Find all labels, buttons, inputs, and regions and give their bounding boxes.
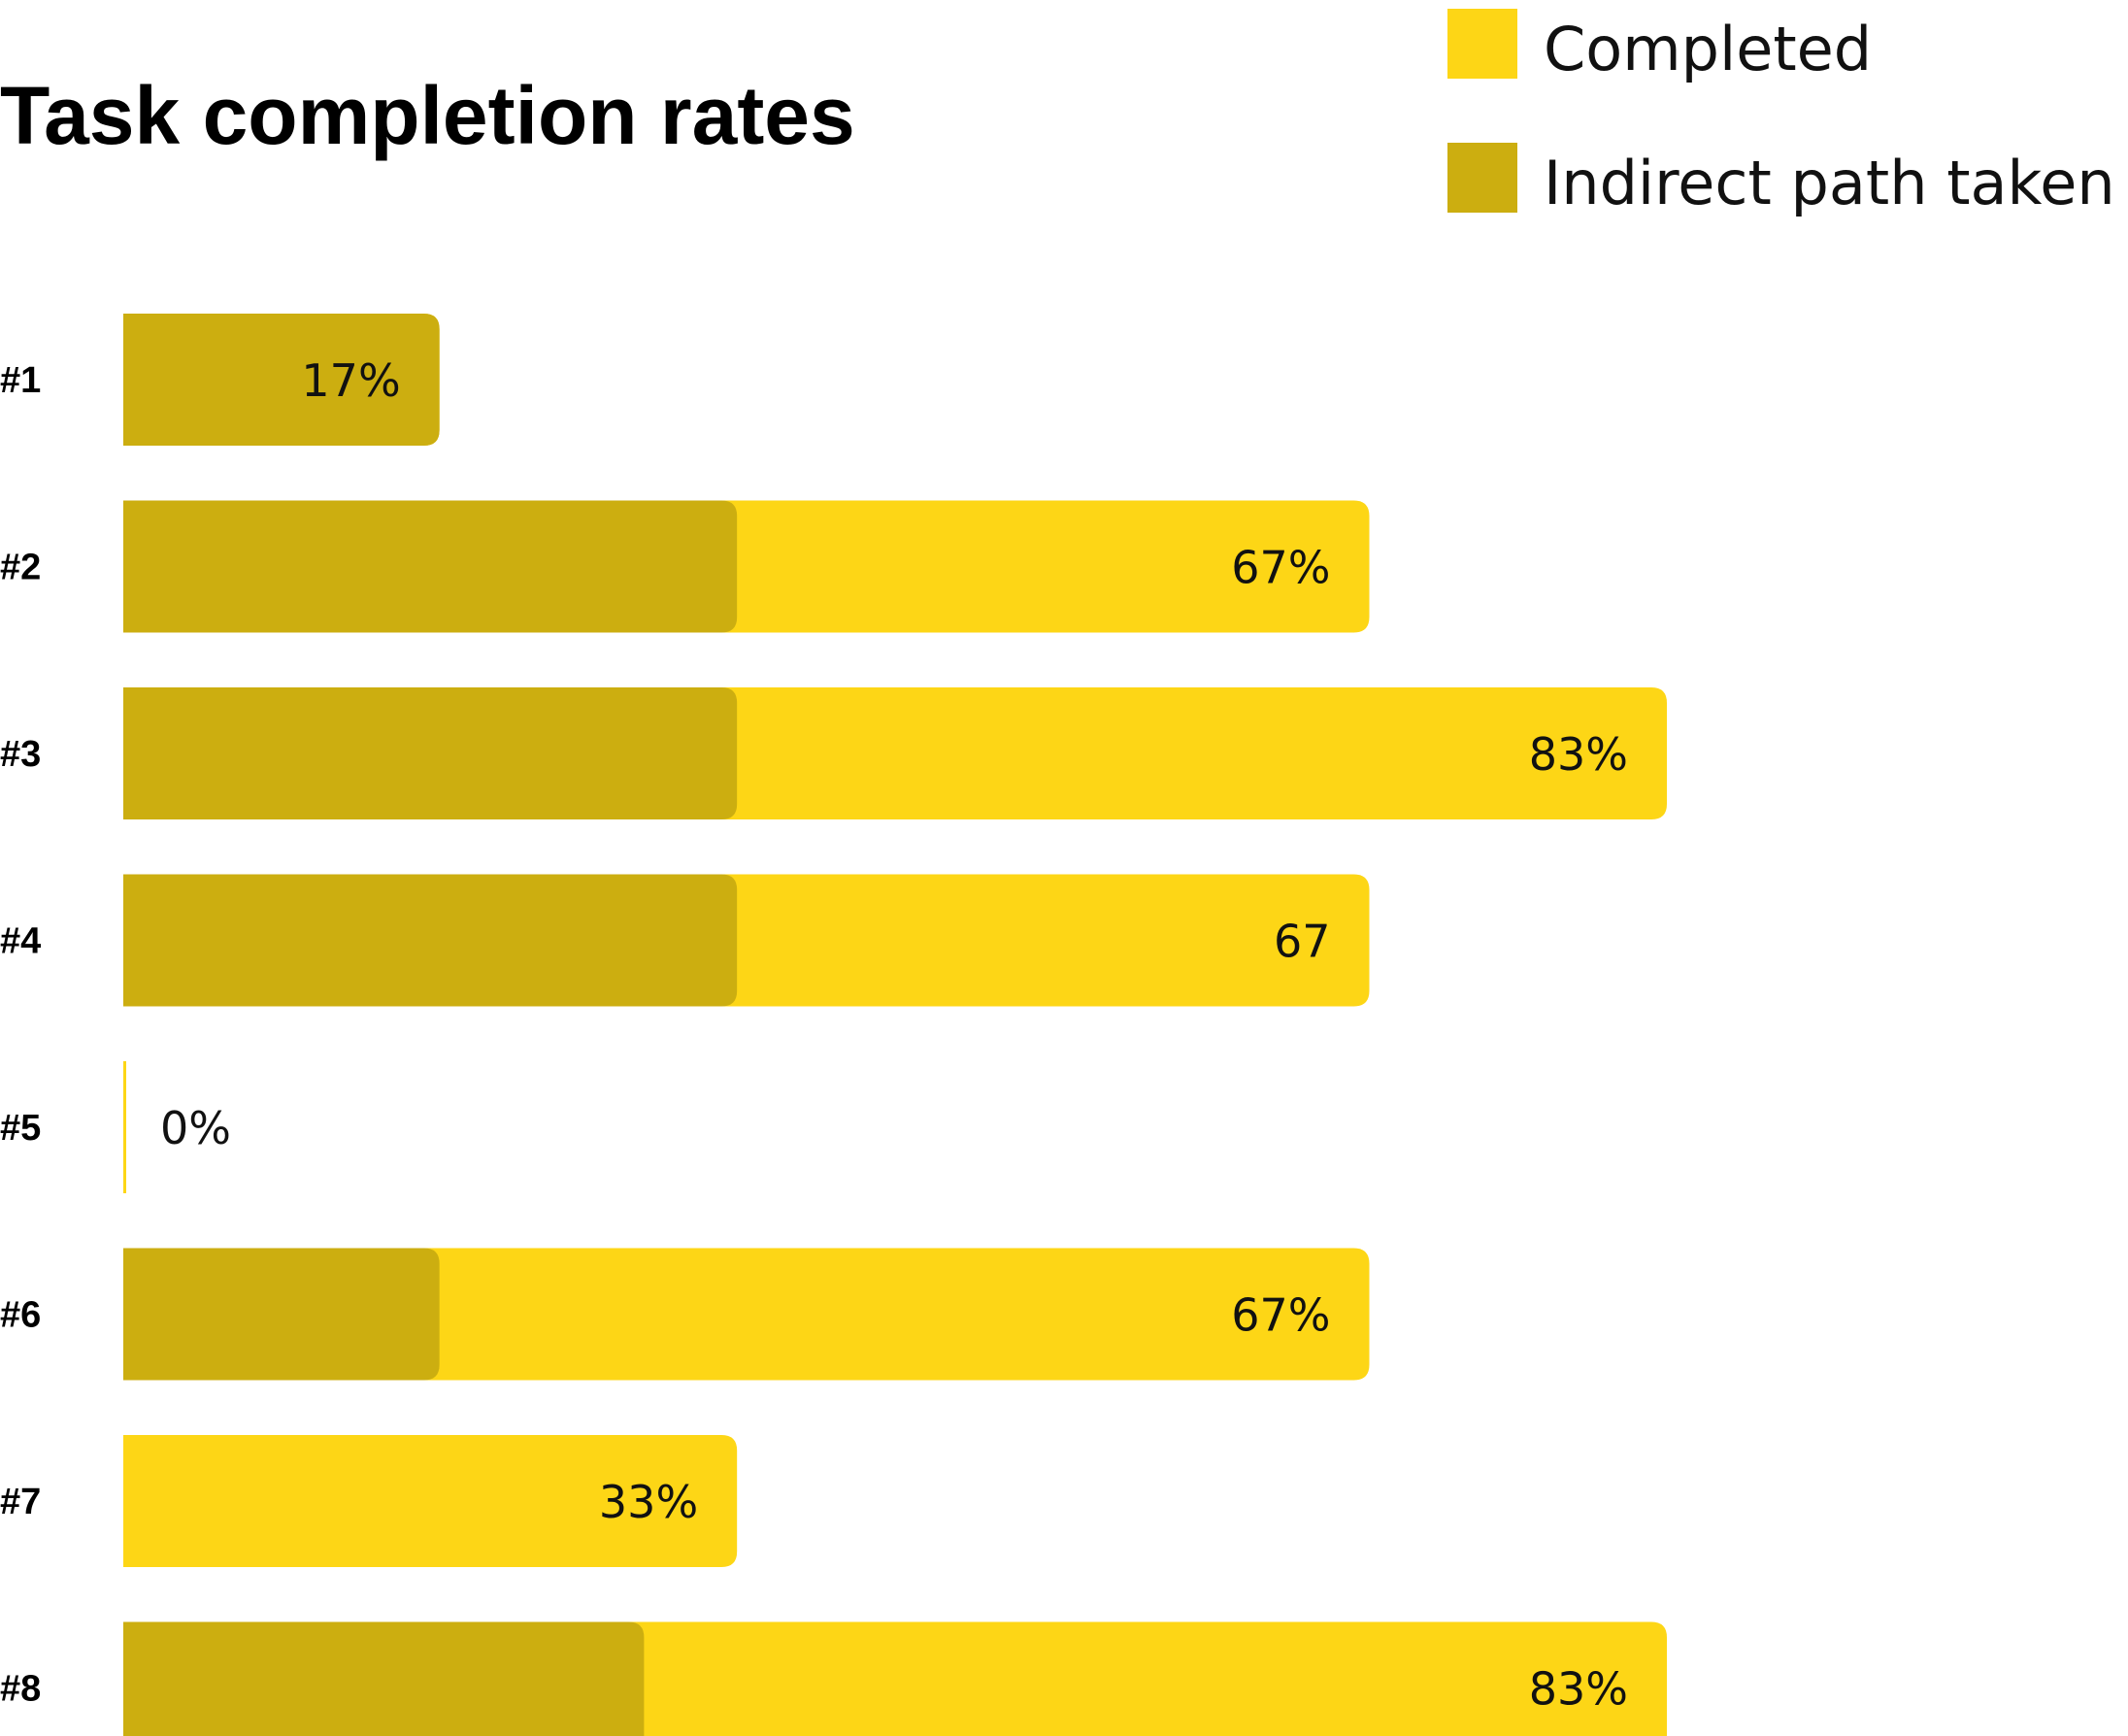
value-label-3: 83% xyxy=(1529,728,1628,781)
bar-completed-5 xyxy=(123,1061,126,1193)
value-label-4: 67 xyxy=(1274,916,1331,968)
category-label-7: #7 xyxy=(0,1482,41,1522)
category-label-2: #2 xyxy=(0,548,41,588)
bar-completed-7 xyxy=(123,1435,738,1567)
value-label-6: 67% xyxy=(1231,1289,1330,1342)
legend-label-indirect: Indirect path taken xyxy=(1544,148,2115,218)
bar-indirect-8 xyxy=(123,1621,645,1736)
category-label-4: #4 xyxy=(0,921,41,962)
category-label-6: #6 xyxy=(0,1295,41,1336)
value-label-1: 17% xyxy=(301,354,400,407)
category-label-3: #3 xyxy=(0,734,41,775)
value-label-7: 33% xyxy=(599,1476,698,1528)
category-label-5: #5 xyxy=(0,1108,41,1149)
bars-group: #1 17% #2 67% #3 83% #4 67 #5 0% #6 67% #7 33% #8 83% xyxy=(0,314,1667,1736)
bar-indirect-4 xyxy=(123,874,738,1007)
legend-label-completed: Completed xyxy=(1544,14,1872,84)
bar-indirect-6 xyxy=(123,1248,440,1381)
value-label-2: 67% xyxy=(1231,542,1330,594)
bar-indirect-2 xyxy=(123,500,738,633)
legend-swatch-completed xyxy=(1447,9,1517,79)
category-label-1: #1 xyxy=(0,360,41,401)
legend: Completed Indirect path taken xyxy=(1447,9,2115,218)
chart-title: Task completion rates xyxy=(0,70,855,161)
category-label-8: #8 xyxy=(0,1669,41,1710)
bar-indirect-1 xyxy=(123,314,440,446)
bar-indirect-3 xyxy=(123,687,738,819)
value-label-8: 83% xyxy=(1529,1663,1628,1716)
legend-swatch-indirect xyxy=(1447,143,1517,213)
value-label-5: 0% xyxy=(160,1102,231,1154)
legend-item-completed: Completed xyxy=(1447,9,1872,84)
legend-item-indirect: Indirect path taken xyxy=(1447,143,2115,218)
